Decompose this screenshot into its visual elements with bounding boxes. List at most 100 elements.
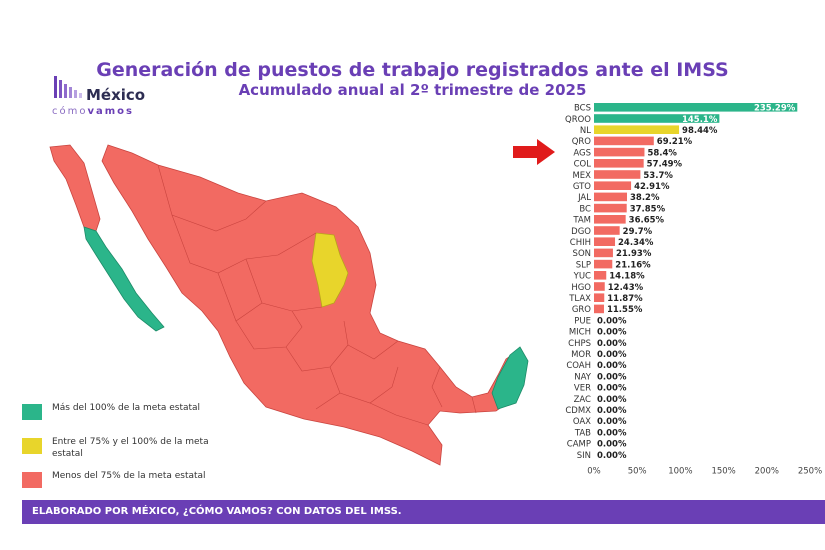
data-label: 42.91% [634,182,670,192]
category-label: COL [574,160,592,170]
state-bar-chart: BCS 235.29% QROO 145.1% NL 98.44% QRO 69.21% AGS… [565,103,822,476]
map-legend: Más del 100% de la meta estatal Entre el… [22,402,212,504]
category-label: QRO [572,137,592,147]
category-label: JAL [577,193,591,203]
data-label: 11.87% [607,294,643,304]
data-label: 145.1% [682,115,718,125]
bar [594,170,641,179]
x-tick-label: 150% [711,466,735,476]
mexico-como-vamos-logo: México cómovamos [52,70,162,120]
data-label: 0.00% [597,361,627,371]
legend-swatch-yellow [22,438,42,454]
x-tick-label: 200% [755,466,779,476]
data-label: 0.00% [597,372,627,382]
category-label: TLAX [568,294,591,304]
data-label: 0.00% [597,384,627,394]
legend-item-yellow: Entre el 75% y el 100% de la meta estata… [22,436,212,466]
category-label: QROO [565,115,591,125]
bar [594,237,616,246]
mexico-state-map [49,144,529,466]
category-label: TAM [572,216,591,226]
category-label: VER [574,384,591,394]
data-label: 21.93% [616,249,652,259]
legend-item-red: Menos del 75% de la meta estatal [22,470,212,500]
chart-title: Generación de puestos de trabajo registr… [96,59,729,81]
data-label: 235.29% [754,104,796,114]
footer-banner: ELABORADO POR MÉXICO, ¿CÓMO VAMOS? CON D… [22,500,825,524]
map-quintana-roo [491,346,529,410]
footer-text: ELABORADO POR MÉXICO, ¿CÓMO VAMOS? CON D… [32,506,402,517]
legend-item-green: Más del 100% de la meta estatal [22,402,212,432]
bar [594,181,632,190]
bar [594,114,720,123]
data-label: 0.00% [597,417,627,427]
map-baja-california [49,144,101,232]
data-label: 0.00% [597,428,627,438]
data-label: 0.00% [597,395,627,405]
data-label: 11.55% [607,305,643,315]
category-label: MOR [571,350,591,360]
bar [594,125,680,134]
data-label: 0.00% [597,339,627,349]
category-label: NAY [574,372,592,382]
logo-sub: cómovamos [52,106,134,117]
category-label: YUC [573,272,591,282]
category-label: MICH [569,328,591,338]
data-label: 37.85% [630,204,666,214]
logo-brand: México [86,86,146,104]
data-label: 0.00% [597,350,627,360]
data-label: 0.00% [597,451,627,461]
category-label: GRO [572,305,591,315]
x-tick-label: 0% [587,466,601,476]
category-label: CDMX [565,406,591,416]
x-tick-label: 100% [668,466,692,476]
category-label: TAB [574,428,591,438]
bar [594,159,644,168]
data-label: 53.7% [643,171,673,181]
category-label: BC [579,204,591,214]
highlight-arrow-icon [513,139,555,165]
bar [594,103,798,112]
category-label: AGS [573,148,591,158]
map-baja-california-sur [83,226,165,332]
bar [594,215,626,224]
bar [594,203,627,213]
data-label: 24.34% [618,238,654,248]
category-label: CHPS [568,339,591,349]
map-nuevo-leon [311,232,349,308]
data-label: 14.18% [609,272,645,282]
chart-subtitle: Acumulado anual al 2º trimestre de 2025 [238,81,587,99]
x-tick-label: 250% [798,466,822,476]
bar [594,147,645,157]
category-label: MEX [572,171,591,181]
category-label: ZAC [574,395,591,405]
bar [594,192,628,202]
x-tick-label: 50% [628,466,647,476]
category-label: DGO [571,227,591,237]
data-label: 57.49% [647,160,683,170]
data-label: 58.4% [647,148,677,158]
legend-label-yellow: Entre el 75% y el 100% de la meta estata… [52,437,209,459]
data-label: 12.43% [608,283,644,293]
category-label: CHIH [570,238,591,248]
logo-bars-icon [54,76,82,98]
map-state-borders [157,164,477,426]
data-label: 36.65% [629,216,665,226]
legend-swatch-red [22,472,42,488]
bar [594,304,604,314]
data-label: 0.00% [597,328,627,338]
category-label: HGO [571,283,591,293]
category-label: BCS [574,104,591,114]
legend-swatch-green [22,404,42,420]
data-label: 0.00% [597,440,627,450]
bar [594,293,605,302]
category-label: NL [580,126,591,136]
data-label: 29.7% [623,227,653,237]
category-label: GTO [573,182,591,192]
legend-label-red: Menos del 75% de la meta estatal [52,471,206,481]
legend-label-green: Más del 100% de la meta estatal [52,403,201,413]
category-label: COAH [566,361,591,371]
data-label: 0.00% [597,406,627,416]
data-label: 69.21% [657,137,693,147]
category-label: SLP [576,260,591,270]
